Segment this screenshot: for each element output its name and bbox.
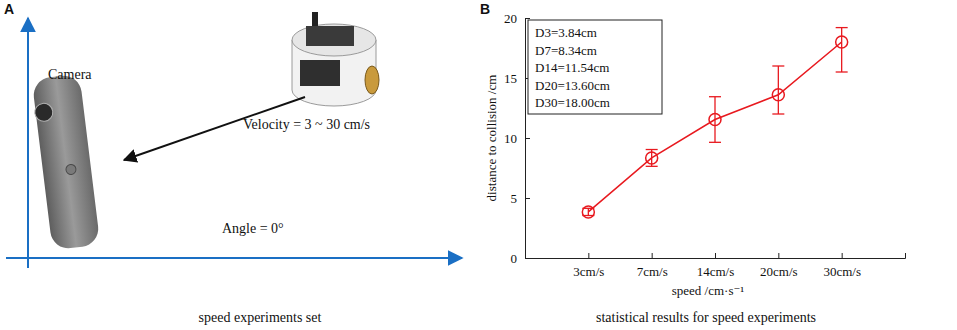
data-point [709, 114, 721, 126]
camera [31, 74, 101, 251]
camera-lens [34, 102, 54, 122]
velocity-label: Velocity = 3 ~ 30 cm/s [243, 117, 370, 132]
caption: speed experiments set [199, 310, 322, 325]
robot-wheel [365, 66, 379, 94]
x-axis-title: speed /cm·s⁻¹ [672, 283, 745, 298]
axis-line [526, 253, 906, 259]
panel-label: A [4, 1, 14, 17]
y-axis-title: distance to collision /cm [484, 75, 499, 202]
y-tick: 20 [504, 11, 530, 26]
robot-top [292, 24, 376, 56]
figure: A Camera Velocity = 3 ~ 30 cm/s Angle = 0° s… [0, 0, 957, 330]
y-tick-label: 15 [504, 71, 517, 86]
tick-mark [715, 253, 716, 258]
annotation: D20=13.60cm [535, 78, 610, 93]
annotation-box: D3=3.84cm D7=8.34cm D14=11.54cm D20=13.60cm… [528, 20, 662, 114]
data-point [836, 36, 848, 48]
robot-board [300, 60, 340, 86]
x-tick: 20cm/s [760, 253, 798, 279]
x-axis: 3cm/s 7cm/s 14cm/s 20cm/s 30cm/s [526, 253, 906, 279]
y-tick: 5 [511, 191, 531, 206]
error-bar-cap [709, 142, 721, 143]
x-tick: 14cm/s [697, 253, 735, 279]
error-bar-cap [836, 71, 848, 72]
tick-mark [778, 253, 779, 258]
tick-mark [525, 138, 530, 139]
y-tick: 15 [504, 71, 530, 86]
x-tick-label: 7cm/s [637, 264, 668, 279]
tick-mark [525, 198, 530, 199]
error-bar-stem [714, 97, 715, 143]
error-bar [836, 28, 848, 72]
data-point [582, 206, 594, 218]
x-tick: 3cm/s [573, 253, 604, 279]
error-bar [709, 97, 721, 143]
tick-mark [525, 18, 530, 19]
x-tick-label: 3cm/s [573, 264, 604, 279]
tick-mark [588, 253, 589, 258]
robot [292, 12, 379, 106]
error-bar-cap [646, 166, 658, 167]
robot-part [312, 12, 318, 26]
x-tick: 7cm/s [637, 253, 668, 279]
annotation: D14=11.54cm [535, 60, 609, 75]
annotation: D30=18.00cm [535, 95, 610, 110]
error-bar-stem [778, 66, 779, 114]
y-tick-label: 20 [504, 11, 517, 26]
error-bar [646, 150, 658, 167]
camera-body [32, 74, 101, 251]
error-bar [772, 66, 784, 114]
error-bar-cap [772, 113, 784, 114]
x-tick-label: 14cm/s [697, 264, 735, 279]
diagram-axis [27, 18, 29, 268]
panel-b: B 3cm/s 7cm/s 14cm/s 20cm/s 30cm/s 0 5 10 15 20 D3=… [480, 1, 906, 325]
data-point [772, 89, 784, 101]
angle-label: Angle = 0° [222, 221, 284, 236]
panel-a: A Camera Velocity = 3 ~ 30 cm/s Angle = 0° s… [4, 1, 462, 325]
y-tick-label: 5 [511, 191, 518, 206]
error-bar-cap [772, 65, 784, 66]
camera-label: Camera [48, 67, 92, 82]
camera-button [65, 164, 76, 175]
tick-mark [842, 253, 843, 258]
annotation-frame [528, 20, 662, 114]
tick-mark [652, 253, 653, 258]
x-tick: 30cm/s [823, 253, 861, 279]
error-bar-cap [646, 149, 658, 150]
data-point [646, 152, 658, 164]
panel-label: B [480, 1, 490, 17]
x-tick-label: 30cm/s [823, 264, 861, 279]
annotation: D3=3.84cm [535, 25, 597, 40]
error-bar-cap [709, 96, 721, 97]
x-tick-label: 20cm/s [760, 264, 798, 279]
y-tick-label: 0 [511, 251, 518, 266]
annotation: D7=8.34cm [535, 43, 597, 58]
error-bar-stem [588, 208, 589, 215]
tick-mark [525, 258, 530, 259]
y-tick-label: 10 [504, 131, 517, 146]
y-tick: 10 [504, 131, 530, 146]
y-tick: 0 [511, 251, 531, 266]
error-bar [582, 208, 594, 215]
error-bar-cap [836, 27, 848, 28]
y-axis: 0 5 10 15 20 [504, 11, 530, 266]
robot-board [306, 26, 354, 46]
background [0, 0, 957, 330]
caption: statistical results for speed experiment… [596, 310, 816, 325]
error-bar-stem [841, 28, 842, 72]
diagram-axis [6, 257, 462, 259]
